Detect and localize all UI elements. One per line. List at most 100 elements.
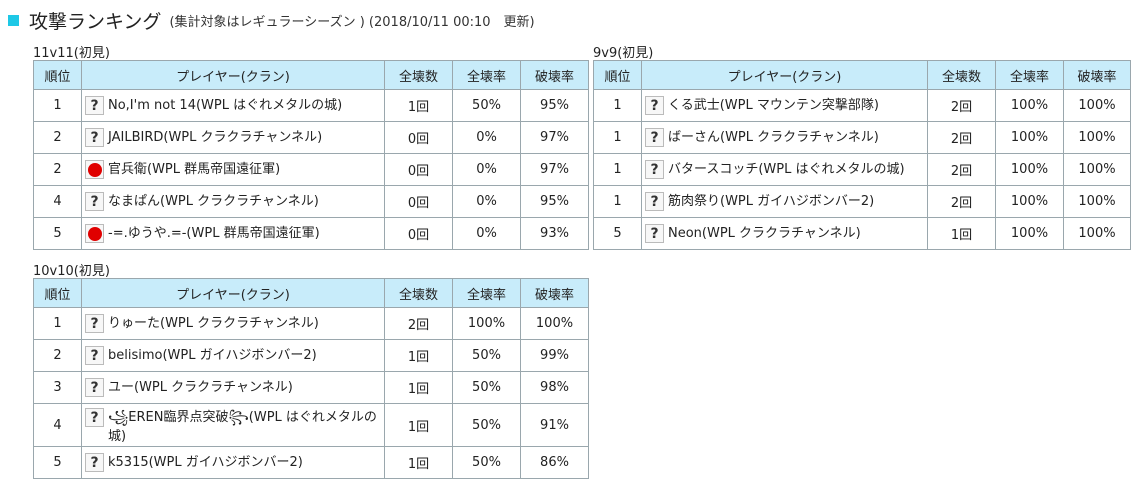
- ranking-table-9v9: 順位 プレイヤー(クラン) 全壊数 全壊率 破壊率 1? くる武士(WPL マウンテン突撃部…: [593, 60, 1131, 250]
- player-cell: -=.ゆうや.=-(WPL 群馬帝国遠征軍): [81, 217, 385, 250]
- ranking-table-11v11: 順位 プレイヤー(クラン) 全壊数 全壊率 破壊率 1? No,I'm not 14(WPL…: [33, 60, 589, 250]
- question-icon: ?: [85, 128, 104, 147]
- col-total-header: 全壊数: [384, 278, 453, 308]
- col-rank-header: 順位: [33, 278, 82, 308]
- col-full-rate-cell: 50%: [452, 403, 521, 447]
- col-player-header: プレイヤー(クラン): [81, 278, 385, 308]
- red-circle-icon: [85, 224, 104, 243]
- question-icon: ?: [645, 128, 664, 147]
- col-total-cell: 0回: [384, 185, 453, 218]
- player-name: JAILBIRD(WPL クラクラチャンネル): [108, 130, 323, 145]
- col-rank-header: 順位: [593, 60, 642, 90]
- col-rank-cell: 2: [33, 339, 82, 372]
- table-row: 3? ユー(WPL クラクラチャンネル) 1回 50% 98%: [33, 371, 589, 404]
- col-rank-cell: 1: [593, 121, 642, 154]
- col-total-cell: 1回: [384, 403, 453, 447]
- col-rank-header: 順位: [33, 60, 82, 90]
- player-name: Neon(WPL クラクラチャンネル): [668, 226, 861, 241]
- table-row: 2? belisimo(WPL ガイハジボンバー2) 1回 50% 99%: [33, 339, 589, 372]
- table-header-row: 順位 プレイヤー(クラン) 全壊数 全壊率 破壊率: [593, 60, 1131, 90]
- col-rank-cell: 5: [33, 217, 82, 250]
- col-full-rate-header: 全壊率: [995, 60, 1064, 90]
- section-label-11v11: 11v11(初見): [33, 46, 110, 61]
- player-cell: ? なまぱん(WPL クラクラチャンネル): [81, 185, 385, 218]
- player-name: 筋肉祭り(WPL ガイハジボンバー2): [668, 194, 875, 209]
- ranking-table-10v10: 順位 プレイヤー(クラン) 全壊数 全壊率 破壊率 1? りゅーた(WPL クラクラチャンネ…: [33, 278, 589, 479]
- col-destroy-rate-cell: 100%: [1063, 217, 1131, 250]
- col-rank-cell: 4: [33, 185, 82, 218]
- table-row: 1? No,I'm not 14(WPL はぐれメタルの城) 1回 50% 95%: [33, 89, 589, 122]
- col-full-rate-cell: 100%: [995, 89, 1064, 122]
- player-cell: ? ばーさん(WPL クラクラチャンネル): [641, 121, 928, 154]
- col-rank-cell: 1: [593, 89, 642, 122]
- col-player-header: プレイヤー(クラン): [81, 60, 385, 90]
- player-name: バタースコッチ(WPL はぐれメタルの城): [668, 162, 905, 177]
- table-row: 1? 筋肉祭り(WPL ガイハジボンバー2) 2回 100% 100%: [593, 185, 1131, 218]
- col-rank-cell: 2: [33, 153, 82, 186]
- player-cell: ? りゅーた(WPL クラクラチャンネル): [81, 307, 385, 340]
- col-full-rate-cell: 50%: [452, 446, 521, 479]
- player-name: ꧁EREN臨界点突破꧂(WPL はぐれメタルの城): [108, 410, 377, 444]
- player-name: りゅーた(WPL クラクラチャンネル): [108, 316, 319, 331]
- question-icon: ?: [645, 192, 664, 211]
- col-rank-cell: 1: [33, 89, 82, 122]
- player-name: -=.ゆうや.=-(WPL 群馬帝国遠征軍): [108, 226, 320, 241]
- page-title: 攻撃ランキング: [29, 10, 162, 33]
- col-destroy-rate-cell: 98%: [520, 371, 589, 404]
- col-total-cell: 0回: [384, 217, 453, 250]
- col-destroy-rate-header: 破壊率: [520, 60, 589, 90]
- question-icon: ?: [645, 96, 664, 115]
- col-total-cell: 1回: [384, 371, 453, 404]
- player-name: ばーさん(WPL クラクラチャンネル): [668, 130, 879, 145]
- col-total-cell: 1回: [384, 446, 453, 479]
- player-name: belisimo(WPL ガイハジボンバー2): [108, 348, 317, 363]
- col-total-cell: 0回: [384, 121, 453, 154]
- table-row: 2 官兵衛(WPL 群馬帝国遠征軍) 0回 0% 97%: [33, 153, 589, 186]
- col-rank-cell: 1: [593, 185, 642, 218]
- col-full-rate-cell: 100%: [995, 217, 1064, 250]
- question-icon: ?: [85, 192, 104, 211]
- col-rank-cell: 5: [593, 217, 642, 250]
- question-icon: ?: [85, 378, 104, 397]
- col-full-rate-cell: 0%: [452, 153, 521, 186]
- col-rank-cell: 2: [33, 121, 82, 154]
- col-rank-cell: 1: [593, 153, 642, 186]
- question-icon: ?: [85, 96, 104, 115]
- page-subtitle: (集計対象はレギュラーシーズン ) (2018/10/11 00:10 更新): [169, 14, 535, 30]
- player-cell: ? くる武士(WPL マウンテン突撃部隊): [641, 89, 928, 122]
- col-total-cell: 2回: [927, 153, 996, 186]
- col-destroy-rate-cell: 100%: [1063, 185, 1131, 218]
- player-cell: ? k5315(WPL ガイハジボンバー2): [81, 446, 385, 479]
- table-row: 4? ꧁EREN臨界点突破꧂(WPL はぐれメタルの城) 1回 50% 91%: [33, 403, 589, 447]
- col-full-rate-header: 全壊率: [452, 278, 521, 308]
- table-row: 5? k5315(WPL ガイハジボンバー2) 1回 50% 86%: [33, 446, 589, 479]
- col-destroy-rate-cell: 100%: [1063, 121, 1131, 154]
- section-label-9v9: 9v9(初見): [593, 46, 654, 61]
- col-full-rate-cell: 0%: [452, 217, 521, 250]
- col-rank-cell: 1: [33, 307, 82, 340]
- table-row: 5? Neon(WPL クラクラチャンネル) 1回 100% 100%: [593, 217, 1131, 250]
- table-row: 1? ばーさん(WPL クラクラチャンネル) 2回 100% 100%: [593, 121, 1131, 154]
- col-full-rate-cell: 0%: [452, 185, 521, 218]
- player-name: なまぱん(WPL クラクラチャンネル): [108, 194, 319, 209]
- col-destroy-rate-header: 破壊率: [520, 278, 589, 308]
- question-icon: ?: [85, 346, 104, 365]
- player-cell: ? ユー(WPL クラクラチャンネル): [81, 371, 385, 404]
- col-total-header: 全壊数: [927, 60, 996, 90]
- player-cell: ? JAILBIRD(WPL クラクラチャンネル): [81, 121, 385, 154]
- col-full-rate-cell: 50%: [452, 89, 521, 122]
- section-label-10v10: 10v10(初見): [33, 264, 110, 279]
- col-total-cell: 0回: [384, 153, 453, 186]
- col-full-rate-cell: 0%: [452, 121, 521, 154]
- title-marker-icon: [8, 14, 19, 26]
- table-row: 1? りゅーた(WPL クラクラチャンネル) 2回 100% 100%: [33, 307, 589, 340]
- col-total-cell: 1回: [927, 217, 996, 250]
- col-destroy-rate-cell: 86%: [520, 446, 589, 479]
- player-name: k5315(WPL ガイハジボンバー2): [108, 455, 303, 470]
- col-destroy-rate-cell: 95%: [520, 89, 589, 122]
- col-full-rate-header: 全壊率: [452, 60, 521, 90]
- col-rank-cell: 4: [33, 403, 82, 447]
- player-name: くる武士(WPL マウンテン突撃部隊): [668, 98, 879, 113]
- col-destroy-rate-cell: 91%: [520, 403, 589, 447]
- col-destroy-rate-header: 破壊率: [1063, 60, 1131, 90]
